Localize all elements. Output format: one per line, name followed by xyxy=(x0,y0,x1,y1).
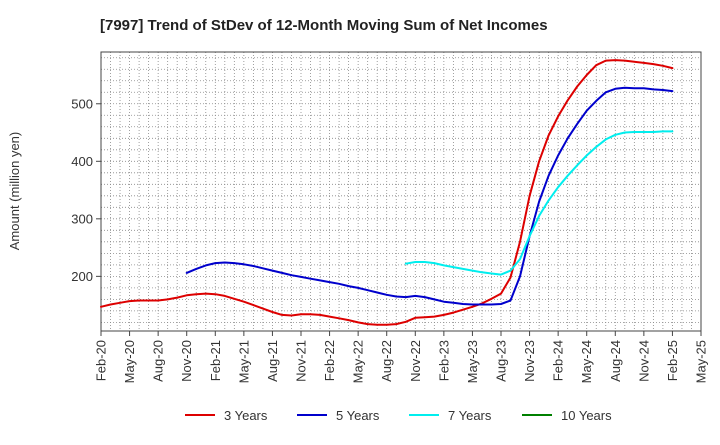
y-tick-label: 400 xyxy=(71,154,93,169)
x-tick-label: May-20 xyxy=(122,340,137,383)
legend: 3 Years 5 Years 7 Years 10 Years xyxy=(185,408,612,423)
x-tick-label: Nov-20 xyxy=(179,340,194,382)
x-tick-label: May-25 xyxy=(694,340,709,383)
x-tick-label: Feb-25 xyxy=(665,340,680,381)
series-5-years-legend-label: 5 Years xyxy=(336,408,380,423)
x-tick-label: Nov-21 xyxy=(294,340,309,382)
series-3-years-line xyxy=(100,59,674,326)
series-7-years-line xyxy=(404,130,674,276)
x-tick-label: Aug-23 xyxy=(494,340,509,382)
x-tick-label: Feb-20 xyxy=(94,340,109,381)
x-tick-label: Feb-24 xyxy=(551,340,566,381)
x-tick-label: Feb-23 xyxy=(436,340,451,381)
series-5-years-line xyxy=(185,86,674,306)
plot-border xyxy=(100,51,702,332)
x-tick-label: May-21 xyxy=(236,340,251,383)
chart-title: [7997] Trend of StDev of 12-Month Moving… xyxy=(100,17,548,34)
x-tick-label: Aug-24 xyxy=(608,340,623,382)
x-tick-label: Nov-22 xyxy=(408,340,423,382)
series-10-years-legend-label: 10 Years xyxy=(561,408,612,423)
x-tick-label: Feb-21 xyxy=(208,340,223,381)
x-tick-label: Nov-24 xyxy=(636,340,651,382)
x-tick-label: May-23 xyxy=(465,340,480,383)
x-tick-label: Feb-22 xyxy=(322,340,337,381)
series-7-years-legend-label: 7 Years xyxy=(448,408,492,423)
y-tick-label: 200 xyxy=(71,269,93,284)
x-tick-label: Aug-21 xyxy=(265,340,280,382)
x-tick-label: May-22 xyxy=(351,340,366,383)
y-tick-label: 500 xyxy=(71,96,93,111)
y-axis-label: Amount (million yen) xyxy=(7,132,22,251)
x-tick-label: Aug-22 xyxy=(379,340,394,382)
y-tick-label: 300 xyxy=(71,211,93,226)
x-tick-label: Nov-23 xyxy=(522,340,537,382)
x-tick-label: Aug-20 xyxy=(151,340,166,382)
series-3-years-legend-label: 3 Years xyxy=(224,408,268,423)
plot-background xyxy=(101,52,701,331)
x-tick-label: May-24 xyxy=(579,340,594,383)
plot-area: 200 300 400 500 Feb-20 May-20 Aug-20 Nov-20 Feb-… xyxy=(71,51,709,383)
